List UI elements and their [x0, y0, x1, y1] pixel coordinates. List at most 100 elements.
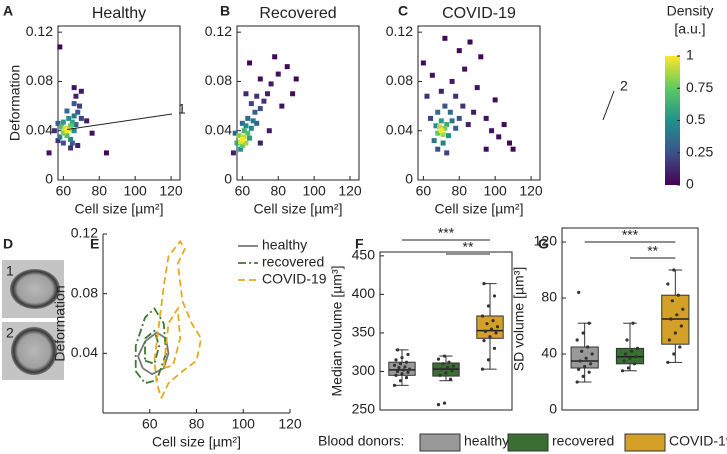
data-point — [450, 369, 454, 373]
data-point — [445, 366, 450, 370]
y-tick-label: 0.12 — [71, 225, 98, 241]
scatter-point — [483, 115, 489, 121]
scatter-point — [435, 109, 441, 115]
scatter-point — [60, 119, 66, 125]
colorbar-tick-label: 0.5 — [686, 111, 706, 127]
scatter-point — [446, 133, 451, 139]
data-point — [492, 346, 497, 350]
y-tick-label: 0.04 — [205, 121, 232, 137]
y-tick-label: 120 — [534, 233, 558, 249]
data-point — [492, 294, 497, 298]
y-tick-label: 80 — [541, 289, 557, 305]
scatter-point — [444, 122, 450, 128]
scatter-point — [232, 130, 238, 136]
scatter-point — [230, 150, 236, 156]
data-point — [482, 282, 486, 286]
data-point — [681, 307, 685, 311]
axes-frame — [417, 25, 541, 181]
data-point — [672, 268, 676, 272]
scatter-point — [268, 81, 274, 87]
scatter-point — [449, 118, 455, 124]
data-point — [587, 370, 591, 374]
x-tick-label: 60 — [235, 183, 251, 199]
data-point — [480, 314, 485, 318]
y-tick-label: 0.08 — [26, 72, 53, 88]
contour-line — [134, 307, 168, 385]
data-point — [667, 338, 671, 342]
axes-frame — [236, 25, 360, 181]
scatter-point — [245, 130, 251, 136]
data-point — [629, 349, 634, 353]
annotation: 2 — [620, 78, 628, 94]
data-point — [438, 373, 442, 377]
colorbar-tick-label: 0.25 — [686, 143, 713, 159]
data-point — [675, 313, 679, 317]
scatter-point — [279, 103, 285, 109]
scatter-point — [293, 76, 299, 82]
colorbar — [665, 56, 680, 185]
significance-label: ** — [463, 239, 474, 255]
y-axis-label: Deformation — [7, 65, 23, 141]
scatter-point — [456, 48, 462, 54]
data-point — [395, 348, 400, 352]
x-tick-label: 60 — [416, 183, 432, 199]
data-point — [392, 383, 397, 387]
significance-label: *** — [438, 225, 455, 241]
x-tick-label: 100 — [483, 183, 507, 199]
y-tick-label: 0 — [45, 171, 53, 187]
y-tick-label: 0 — [405, 171, 413, 187]
data-point — [635, 346, 640, 350]
data-point — [482, 339, 486, 343]
panel-label: B — [220, 3, 230, 19]
legend-swatch — [419, 433, 461, 452]
y-tick-label: 0.04 — [26, 121, 53, 137]
scatter-point — [438, 128, 444, 134]
data-point — [395, 369, 400, 374]
colorbar-tick-label: 0.75 — [686, 79, 713, 95]
panel-label: D — [3, 236, 13, 252]
scatter-point — [250, 118, 256, 124]
box — [570, 346, 599, 369]
scatter-point — [243, 91, 249, 97]
x-tick-label: 120 — [338, 183, 362, 199]
scatter-point — [465, 122, 471, 128]
scatter-point — [507, 140, 512, 146]
data-point — [575, 338, 579, 342]
x-tick-label: 80 — [91, 183, 107, 199]
data-point — [581, 374, 585, 378]
scatter-point — [261, 98, 267, 104]
scatter-point — [290, 91, 296, 97]
scatter-point — [254, 120, 260, 126]
scatter-point — [489, 128, 495, 134]
axes-frame — [57, 25, 181, 181]
x-tick-label: 120 — [278, 416, 302, 432]
image-label: 1 — [6, 263, 14, 279]
scatter-point — [238, 146, 244, 152]
box — [476, 315, 504, 339]
y-tick-label: 400 — [352, 285, 376, 301]
scatter-point — [236, 133, 242, 139]
scatter-point — [467, 39, 473, 45]
legend-label: healthy — [262, 237, 307, 253]
scatter-point — [252, 109, 258, 115]
significance-label: *** — [622, 227, 639, 243]
scatter-point — [471, 109, 477, 115]
data-point — [632, 362, 637, 366]
scatter-point — [55, 138, 61, 144]
scatter-point — [453, 93, 459, 99]
y-tick-label: 0.12 — [205, 23, 232, 39]
legend-label: COVID-19 — [262, 271, 327, 287]
y-tick-label: 0.04 — [71, 344, 98, 360]
y-axis-label: Median volume [µm³] — [329, 266, 345, 397]
scatter-point — [60, 140, 66, 146]
y-tick-label: 350 — [352, 324, 376, 340]
axes-frame — [561, 227, 699, 411]
scatter-point — [428, 115, 434, 121]
scatter-point — [272, 54, 278, 60]
image-label: 2 — [6, 325, 14, 341]
scatter-point — [429, 72, 435, 78]
panel-label: G — [538, 236, 549, 252]
scatter-point — [241, 128, 247, 134]
scatter-point — [71, 113, 77, 119]
